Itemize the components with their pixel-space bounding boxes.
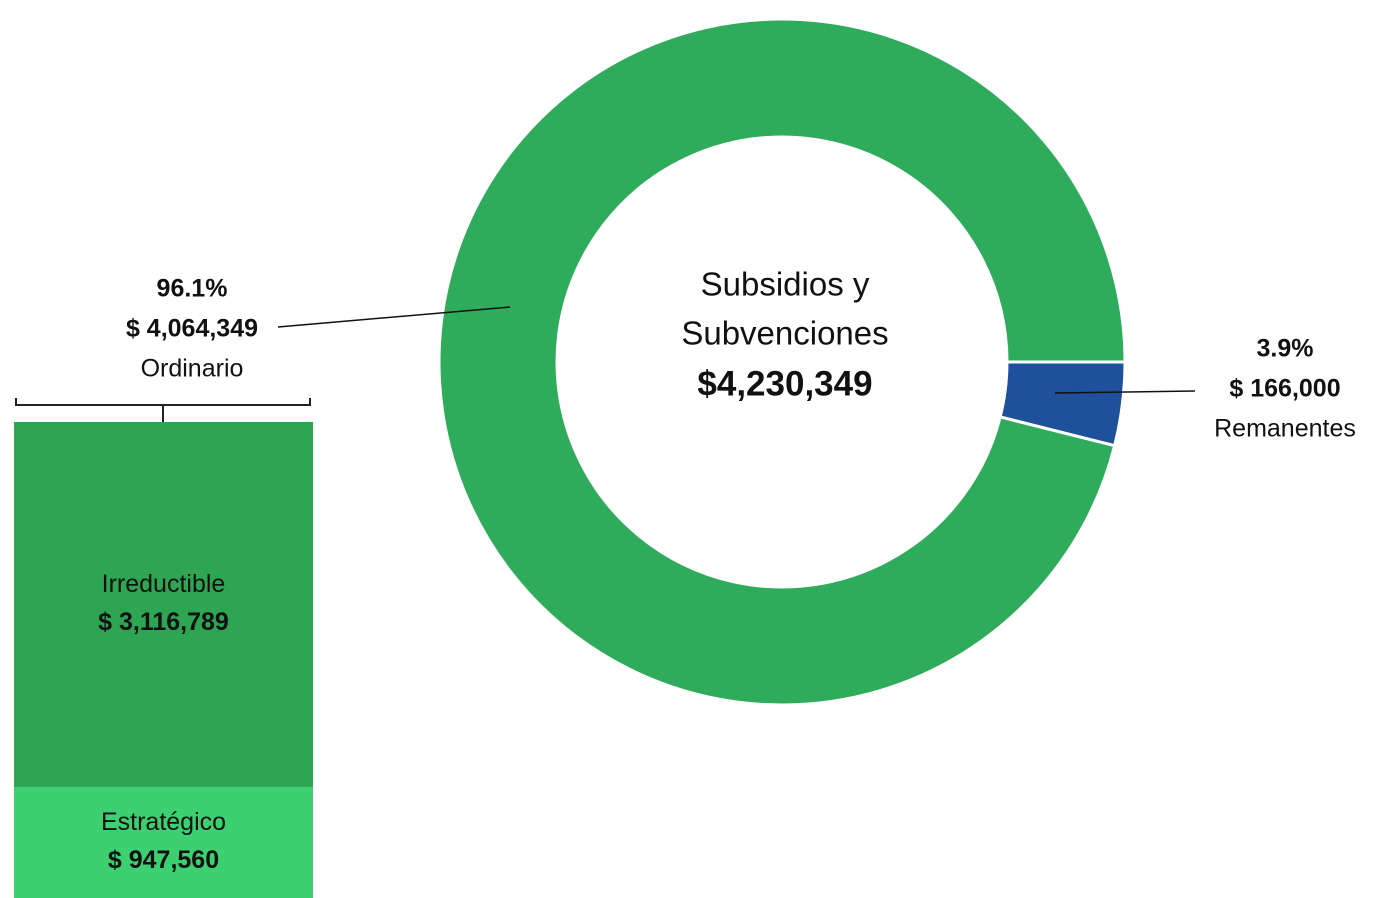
category-label: Remanentes [1214,415,1356,443]
value-label: $ 3,116,789 [98,608,229,636]
donut-title-2: Subvenciones [681,315,888,352]
donut-title-1: Subsidios y [701,266,870,303]
category-label: Estratégico [101,808,226,836]
value-label: $ 4,064,349 [126,315,258,343]
donut-slice [437,17,1127,707]
leader-line [277,306,511,328]
percent-label: 96.1% [157,275,228,303]
slice-label: 96.1% $ 4,064,349 Ordinario [126,275,258,383]
category-label: Irreductible [102,570,226,598]
segment-label: Estratégico $ 947,560 [101,808,226,874]
donut-total: $4,230,349 [697,364,872,403]
leader-line [1054,390,1196,394]
segment-label: Irreductible $ 3,116,789 [98,570,229,636]
bar-segment [14,422,313,788]
value-label: $ 166,000 [1229,375,1340,403]
percent-label: 3.9% [1257,335,1314,363]
category-label: Ordinario [141,355,244,383]
bar-segment [14,787,313,898]
value-label: $ 947,560 [108,846,219,874]
slice-label: 3.9% $ 166,000 Remanentes [1214,335,1356,443]
bracket [15,398,311,422]
